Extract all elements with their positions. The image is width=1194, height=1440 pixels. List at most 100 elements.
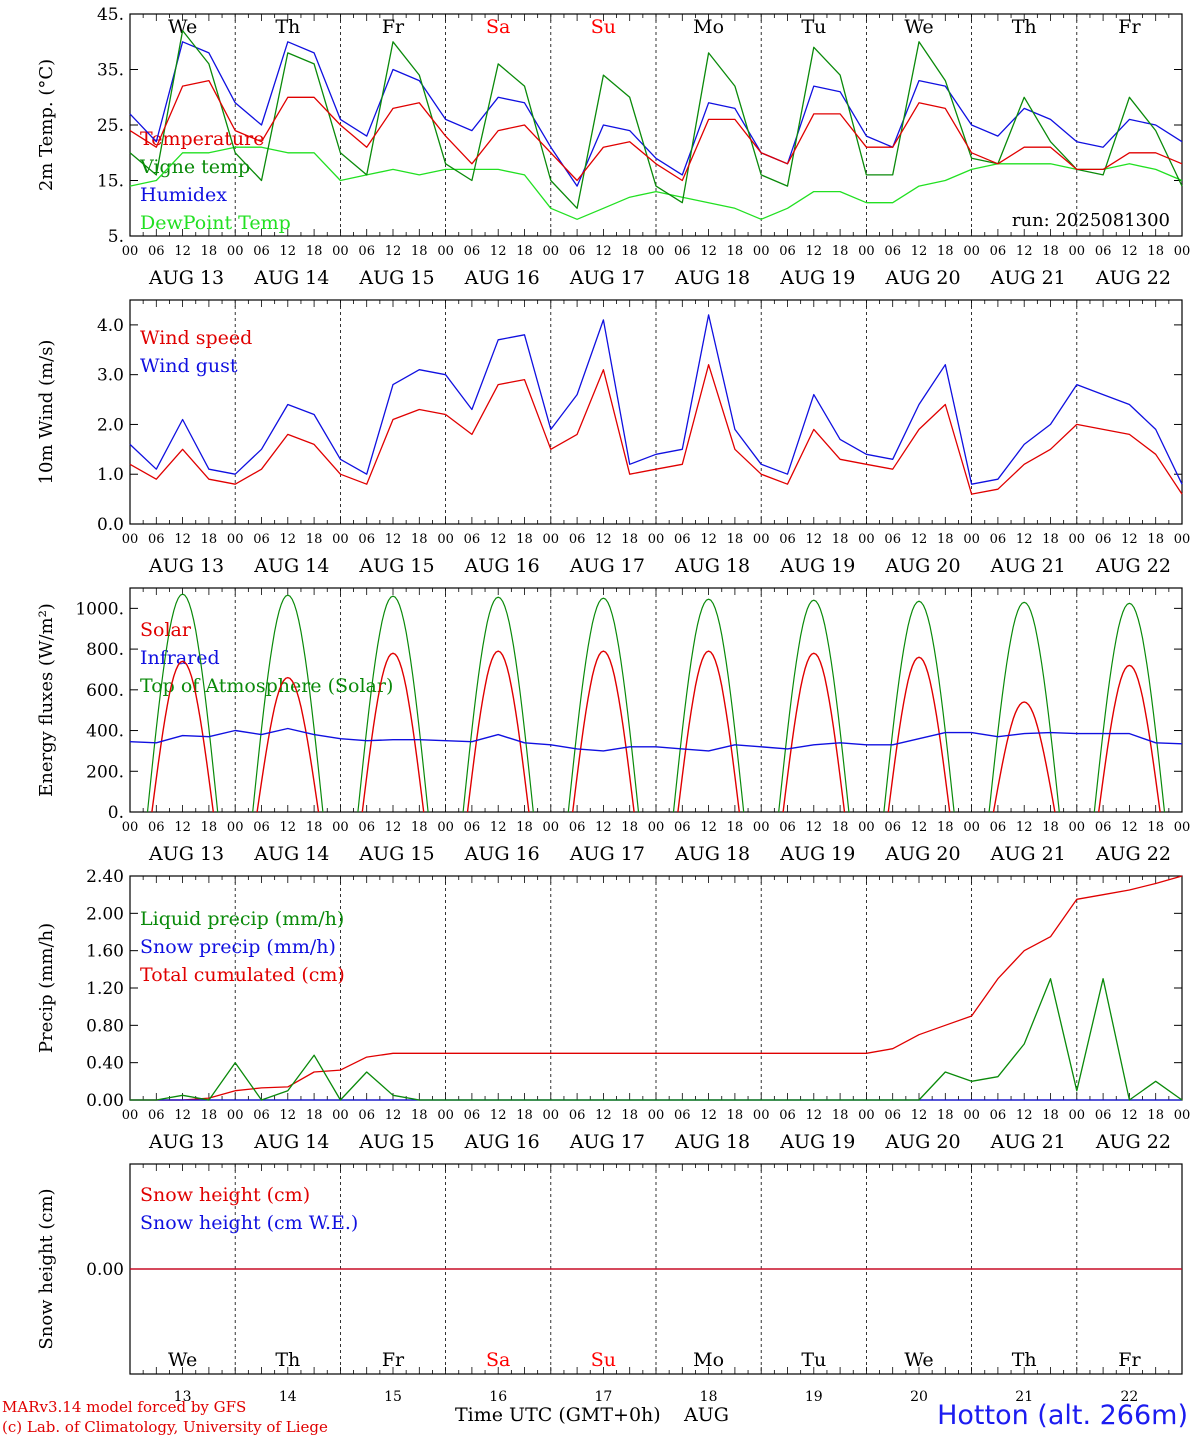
run-annotation: run: 2025081300 [1012, 210, 1170, 231]
y-tick-label: 2.40 [86, 867, 124, 887]
x-hour-label: 12 [911, 532, 928, 547]
x-date-label: AUG 18 [674, 843, 750, 865]
x-hour-label: 12 [595, 1108, 612, 1123]
y-tick-label: 25. [97, 116, 124, 136]
x-hour-label: 00 [753, 244, 770, 259]
x-hour-label: 06 [884, 244, 901, 259]
x-hour-label: 00 [1174, 244, 1191, 259]
y-tick-label: 200. [86, 762, 124, 782]
toa-solar-day-curve [672, 598, 745, 813]
date-number-label: 13 [174, 1389, 192, 1405]
x-hour-label: 00 [543, 820, 560, 835]
x-date-label: AUG 22 [1095, 555, 1171, 577]
legend-entry: Solar [140, 619, 192, 641]
x-hour-label: 12 [280, 244, 297, 259]
x-hour-label: 00 [332, 1108, 349, 1123]
y-tick-label: 0.80 [86, 1016, 124, 1036]
model-credit-line2: (c) Lab. of Climatology, University of L… [2, 1418, 328, 1436]
x-hour-label: 06 [674, 244, 691, 259]
legend-entry: Liquid precip (mm/h) [140, 908, 344, 930]
x-hour-label: 18 [201, 532, 218, 547]
x-hour-label: 12 [700, 1108, 717, 1123]
y-tick-label: 15. [97, 172, 124, 192]
x-date-label: AUG 13 [148, 843, 224, 865]
x-hour-label: 12 [490, 820, 507, 835]
toa-solar-day-curve [1093, 602, 1166, 813]
panel-1: 5. 15. 25. 35. 45. 2m Temp. (°C) 00 06 12 18 AUG 1… [36, 5, 1190, 289]
y-tick-label: 0.00 [86, 1091, 124, 1111]
x-hour-label: 12 [174, 820, 191, 835]
y-axis-title: Snow height (cm) [36, 1188, 57, 1349]
legend-entry: Wind speed [140, 327, 252, 349]
day-of-week-label: Tu [801, 1349, 826, 1371]
day-of-week-label: We [168, 1349, 197, 1371]
date-number-label: 14 [279, 1389, 297, 1405]
date-number-label: 17 [594, 1389, 612, 1405]
x-hour-label: 12 [595, 820, 612, 835]
x-hour-label: 18 [516, 532, 533, 547]
x-hour-label: 18 [727, 532, 744, 547]
y-tick-label: 800. [86, 640, 124, 660]
date-number-label: 18 [700, 1389, 718, 1405]
x-hour-label: 12 [1121, 532, 1138, 547]
x-hour-label: 00 [858, 532, 875, 547]
x-hour-label: 06 [148, 244, 165, 259]
x-hour-label: 00 [332, 532, 349, 547]
x-hour-label: 18 [1147, 1108, 1164, 1123]
x-hour-label: 18 [1042, 532, 1059, 547]
x-hour-label: 00 [963, 1108, 980, 1123]
x-date-label: AUG 16 [464, 555, 540, 577]
x-hour-label: 12 [595, 244, 612, 259]
x-hour-label: 00 [648, 820, 665, 835]
x-hour-label: 18 [1147, 532, 1164, 547]
legend-entry: Total cumulated (cm) [140, 964, 345, 986]
x-date-label: AUG 21 [990, 843, 1066, 865]
x-hour-label: 12 [1121, 820, 1138, 835]
x-hour-label: 00 [648, 1108, 665, 1123]
x-date-label: AUG 14 [253, 267, 329, 289]
x-hour-label: 06 [674, 1108, 691, 1123]
solar-day-curve [572, 650, 635, 813]
x-hour-label: 18 [1042, 1108, 1059, 1123]
x-hour-label: 06 [358, 532, 375, 547]
x-hour-label: 12 [1016, 244, 1033, 259]
y-tick-label: 45. [97, 5, 124, 25]
y-tick-label: 0.00 [86, 1260, 124, 1280]
x-date-label: AUG 14 [253, 1131, 329, 1153]
day-of-week-label: Fr [382, 16, 405, 38]
toa-solar-day-curve [252, 594, 324, 813]
x-date-label: AUG 22 [1095, 267, 1171, 289]
x-hour-label: 12 [385, 1108, 402, 1123]
x-hour-label: 18 [621, 244, 638, 259]
day-of-week-label: Mo [693, 16, 724, 38]
x-date-label: AUG 17 [569, 843, 645, 865]
date-number-label: 22 [1120, 1389, 1138, 1405]
x-date-label: AUG 16 [464, 1131, 540, 1153]
date-number-label: 15 [384, 1389, 402, 1405]
panel-5: 0.00 Snow height (cm) Snow height (cm) Snow… [36, 1163, 1183, 1405]
legend-entry: Snow precip (mm/h) [140, 936, 336, 958]
x-hour-label: 06 [253, 820, 270, 835]
date-number-label: 16 [489, 1389, 507, 1405]
x-hour-label: 18 [306, 244, 323, 259]
y-tick-label: 0. [108, 803, 124, 823]
x-hour-label: 18 [937, 244, 954, 259]
x-date-label: AUG 16 [464, 843, 540, 865]
legend-entry: DewPoint Temp [140, 212, 291, 234]
x-date-label: AUG 18 [674, 555, 750, 577]
solar-day-curve [1098, 664, 1161, 813]
wind-gust-series [129, 314, 1183, 485]
x-hour-label: 00 [1069, 244, 1086, 259]
x-hour-label: 18 [727, 1108, 744, 1123]
x-hour-label: 18 [306, 820, 323, 835]
station-name: Hotton (alt. 266m) [937, 1400, 1188, 1431]
x-hour-label: 06 [569, 244, 586, 259]
legend-entry: Humidex [140, 184, 227, 206]
x-axis-title: Time UTC (GMT+0h) [455, 1404, 661, 1426]
x-hour-label: 06 [148, 532, 165, 547]
solar-day-curve [466, 650, 530, 813]
x-date-label: AUG 13 [148, 555, 224, 577]
day-of-week-label: Th [275, 16, 300, 38]
x-hour-label: 00 [858, 820, 875, 835]
